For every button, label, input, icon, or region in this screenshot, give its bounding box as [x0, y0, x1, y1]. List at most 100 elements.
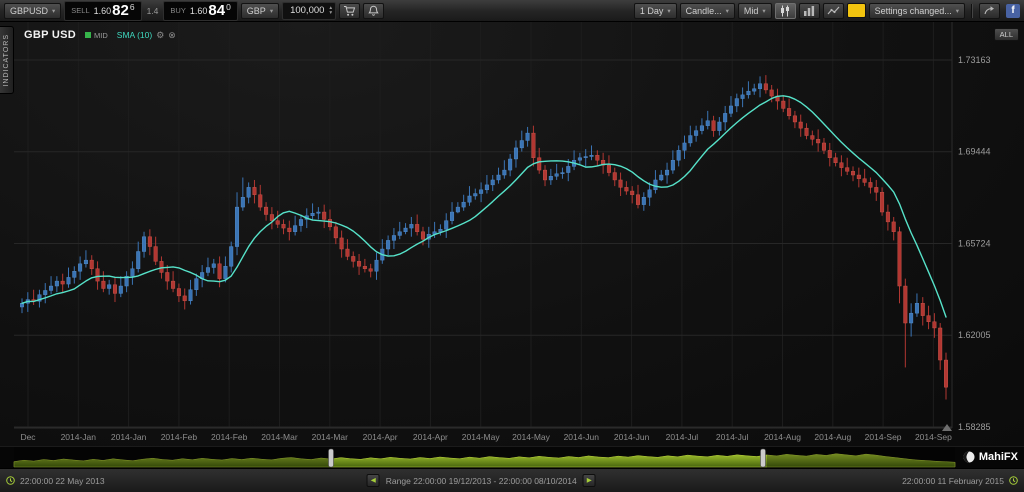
alerts-button[interactable]: [363, 2, 385, 19]
svg-text:2014-Jul: 2014-Jul: [716, 432, 749, 442]
svg-text:1.65724: 1.65724: [958, 239, 991, 249]
mid-price-chip: MID: [85, 31, 108, 40]
status-center-group: ◀ Range 22:00:00 19/12/2013 - 22:00:00 0…: [366, 469, 596, 492]
pair-selector-label: GBPUSD: [10, 5, 49, 16]
order-basket-button[interactable]: [339, 2, 361, 19]
spread-value: 1.4: [146, 5, 159, 16]
line-chart-view-button[interactable]: [822, 2, 844, 19]
svg-text:2014-Aug: 2014-Aug: [764, 432, 801, 442]
status-left-group: 22:00:00 22 May 2013: [6, 469, 105, 492]
stepper-up-icon[interactable]: ▴: [329, 4, 333, 11]
svg-text:2014-Jul: 2014-Jul: [666, 432, 699, 442]
svg-text:2014-Mar: 2014-Mar: [312, 432, 349, 442]
mid-color-swatch-icon: [85, 32, 92, 38]
price-mode-label: Mid: [743, 5, 759, 16]
candlestick-icon: [781, 5, 790, 16]
buy-button[interactable]: BUY 1.60 84 0: [163, 0, 238, 21]
amount-stepper: ▴ ▾: [329, 4, 333, 16]
facebook-f-icon: f: [1011, 5, 1015, 16]
svg-text:2014-May: 2014-May: [512, 432, 551, 442]
mid-chip-label: MID: [94, 30, 108, 40]
step-forward-icon: ▶: [586, 477, 592, 484]
bell-icon: [368, 5, 379, 16]
status-bar: 22:00:00 22 May 2013 ◀ Range 22:00:00 19…: [0, 468, 1024, 492]
sell-fraction: 6: [129, 1, 135, 12]
svg-text:2014-Apr: 2014-Apr: [413, 432, 448, 442]
mahifx-logo-text: MahiFX: [978, 451, 1018, 463]
amount-input[interactable]: 100,000 ▴ ▾: [282, 1, 337, 20]
color-swatch-button[interactable]: [846, 3, 866, 18]
top-toolbar: GBPUSD ▾ SELL 1.60 82 6 1.4 BUY 1.60 84 …: [0, 0, 1024, 22]
mahifx-logo-icon: [963, 451, 975, 463]
all-range-button[interactable]: ALL: [993, 28, 1019, 41]
sma-indicator-chip: SMA (10) ⚙ ⊗: [117, 30, 176, 40]
svg-text:2014-Sep: 2014-Sep: [865, 432, 902, 442]
range-step-back-button[interactable]: ◀: [366, 474, 380, 487]
buy-big-figure: 1.60: [189, 5, 208, 16]
price-chart-canvas[interactable]: Dec 2014-Jan 2014-Jan 2014-Feb 2014-Feb 2014-…: [0, 22, 1024, 446]
interval-dropdown[interactable]: 1 Day ▾: [633, 2, 677, 19]
candlestick-view-button[interactable]: [774, 2, 796, 19]
currency-selector-dropdown[interactable]: GBP ▾: [240, 2, 280, 19]
bar-chart-icon: [804, 5, 815, 16]
svg-text:2014-Jun: 2014-Jun: [564, 432, 600, 442]
svg-text:1.69444: 1.69444: [958, 147, 991, 157]
history-start-datetime: 22:00:00 22 May 2013: [20, 475, 105, 486]
buy-label: BUY: [170, 6, 186, 15]
bar-chart-view-button[interactable]: [798, 2, 820, 19]
share-button[interactable]: [979, 2, 1000, 19]
cart-icon: [344, 5, 356, 16]
chart-style-dropdown[interactable]: Candle... ▾: [679, 2, 735, 19]
step-back-icon: ◀: [370, 477, 376, 484]
interval-label: 1 Day: [639, 5, 664, 16]
chevron-down-icon: ▾: [52, 7, 56, 15]
remove-indicator-icon[interactable]: ⊗: [168, 29, 176, 40]
toolbar-left-group: GBPUSD ▾ SELL 1.60 82 6 1.4 BUY 1.60 84 …: [4, 0, 385, 21]
navigator-area-chart[interactable]: [0, 447, 1024, 469]
buy-fraction: 0: [226, 1, 231, 12]
range-step-forward-button[interactable]: ▶: [582, 474, 596, 487]
sma-chip-label: SMA (10): [116, 30, 153, 40]
sell-big-figure: 1.60: [93, 5, 112, 16]
chevron-down-icon: ▾: [955, 7, 959, 15]
amount-value: 100,000: [290, 5, 325, 16]
svg-text:2014-Feb: 2014-Feb: [211, 432, 248, 442]
facebook-button[interactable]: f: [1006, 3, 1020, 18]
clock-icon: [6, 476, 15, 485]
chart-header-overlay: GBP USD MID SMA (10) ⚙ ⊗: [24, 29, 176, 41]
chart-style-label: Candle...: [685, 5, 722, 16]
line-chart-icon: [827, 6, 840, 14]
svg-text:2014-Sep: 2014-Sep: [915, 432, 952, 442]
svg-text:2014-Aug: 2014-Aug: [814, 432, 851, 442]
pair-selector-dropdown[interactable]: GBPUSD ▾: [4, 2, 62, 19]
toolbar-right-group: 1 Day ▾ Candle... ▾ Mid ▾ Settings: [633, 0, 1020, 21]
scroll-to-latest-icon[interactable]: [942, 424, 952, 431]
sell-button[interactable]: SELL 1.60 82 6: [64, 0, 142, 21]
settings-dropdown[interactable]: Settings changed... ▾: [868, 2, 965, 19]
sell-pips: 82: [112, 2, 129, 19]
chevron-down-icon: ▾: [269, 7, 274, 15]
indicators-side-tab[interactable]: INDICATORS: [0, 26, 14, 94]
chevron-down-icon: ▾: [667, 7, 671, 15]
stepper-down-icon[interactable]: ▾: [329, 9, 333, 16]
svg-text:2014-Jan: 2014-Jan: [111, 432, 147, 442]
history-end-datetime: 22:00:00 11 February 2015: [902, 475, 1004, 486]
price-mode-dropdown[interactable]: Mid ▾: [737, 2, 772, 19]
svg-text:1.62005: 1.62005: [958, 330, 991, 340]
svg-text:2014-Mar: 2014-Mar: [261, 432, 298, 442]
range-navigator: MahiFX: [0, 446, 1024, 469]
svg-text:2014-Feb: 2014-Feb: [161, 432, 198, 442]
chevron-down-icon: ▾: [725, 7, 729, 15]
svg-text:2014-May: 2014-May: [462, 432, 501, 442]
chevron-down-icon: ▾: [762, 7, 766, 15]
status-right-group: 22:00:00 11 February 2015: [902, 469, 1018, 492]
svg-text:1.73163: 1.73163: [958, 55, 991, 65]
mahifx-brand: MahiFX: [963, 451, 1018, 463]
svg-text:2014-Apr: 2014-Apr: [363, 432, 398, 442]
svg-text:Dec: Dec: [20, 432, 36, 442]
svg-text:2014-Jun: 2014-Jun: [614, 432, 650, 442]
gear-icon[interactable]: ⚙: [156, 29, 165, 40]
visible-range-label: Range 22:00:00 19/12/2013 - 22:00:00 08/…: [385, 475, 577, 486]
toolbar-divider: [971, 3, 973, 18]
